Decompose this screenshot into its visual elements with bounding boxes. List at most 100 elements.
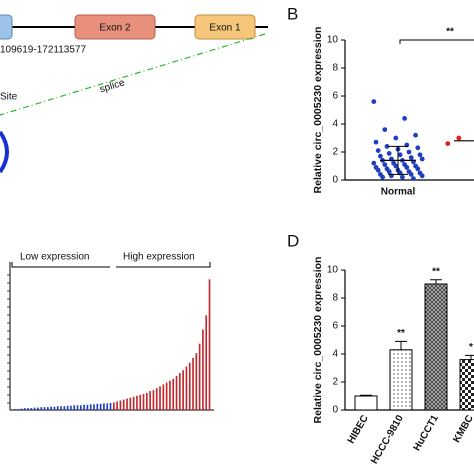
y-tick-label: 0 bbox=[332, 405, 338, 416]
exon-label: Exon 1 bbox=[209, 23, 241, 34]
bar bbox=[83, 404, 85, 410]
bar bbox=[30, 408, 33, 410]
data-point bbox=[402, 116, 407, 121]
bar bbox=[53, 406, 56, 410]
annotation-bracket bbox=[11, 262, 211, 268]
bar bbox=[56, 406, 59, 410]
bar bbox=[139, 394, 142, 410]
bar bbox=[182, 370, 184, 410]
data-point bbox=[456, 135, 462, 141]
bar bbox=[162, 384, 165, 410]
bar bbox=[103, 403, 105, 410]
bar bbox=[152, 390, 155, 410]
bar bbox=[155, 388, 158, 410]
exon-box bbox=[194, 14, 256, 40]
bar bbox=[43, 407, 46, 410]
data-point bbox=[384, 144, 390, 149]
coordinates: 109619-172113577 bbox=[0, 45, 86, 56]
data-point bbox=[380, 174, 385, 180]
data-point bbox=[411, 176, 416, 182]
x-tick-label: HCCC-9810 bbox=[369, 413, 406, 466]
bar bbox=[60, 406, 62, 410]
data-point bbox=[419, 156, 425, 162]
significance: * bbox=[469, 342, 473, 353]
error-bar bbox=[395, 340, 407, 350]
data-point bbox=[445, 141, 451, 147]
exon-box bbox=[74, 14, 156, 40]
data-point bbox=[408, 172, 414, 177]
bar bbox=[73, 405, 76, 410]
circ-arc bbox=[0, 130, 9, 174]
y-tick-label: 2 bbox=[332, 147, 338, 158]
bar bbox=[179, 373, 181, 410]
bar bbox=[126, 398, 128, 410]
bar bbox=[27, 408, 29, 410]
y-tick-label: 4 bbox=[332, 349, 338, 360]
data-point bbox=[375, 167, 381, 173]
y-tick-label: 8 bbox=[332, 63, 338, 74]
y-tick-label: 6 bbox=[332, 91, 338, 102]
x-tick-label: HuCCT1 bbox=[412, 413, 441, 453]
bar bbox=[80, 405, 82, 410]
significance: ** bbox=[432, 266, 440, 277]
bar bbox=[188, 362, 191, 410]
bar bbox=[93, 404, 95, 410]
bar bbox=[116, 401, 118, 410]
bar bbox=[106, 403, 109, 410]
bar bbox=[40, 407, 43, 410]
bar bbox=[202, 329, 204, 410]
bar bbox=[149, 391, 151, 410]
bar bbox=[89, 404, 92, 410]
x-tick-label: Normal bbox=[381, 187, 416, 198]
data-point bbox=[419, 173, 425, 179]
y-tick-label: 10 bbox=[327, 35, 339, 46]
bar bbox=[119, 400, 122, 410]
data-point bbox=[371, 160, 377, 166]
bar bbox=[136, 395, 138, 410]
data-point bbox=[375, 148, 381, 154]
data-point bbox=[415, 166, 421, 172]
y-tick-label: 10 bbox=[327, 265, 339, 276]
error-bar bbox=[360, 394, 372, 396]
sd-bar bbox=[388, 145, 408, 175]
data-point bbox=[386, 169, 392, 175]
bar bbox=[113, 402, 115, 410]
x-tick-label: KMBC bbox=[451, 413, 474, 444]
bar bbox=[122, 399, 125, 410]
bar bbox=[17, 409, 19, 410]
y-axis-label: Relative circ_0005230 expression bbox=[312, 257, 324, 424]
data-point bbox=[378, 153, 383, 159]
bar bbox=[70, 405, 72, 410]
bar bbox=[424, 283, 448, 411]
data-point bbox=[393, 135, 399, 141]
bar bbox=[192, 357, 194, 410]
splice-line bbox=[0, 33, 266, 116]
bar bbox=[129, 397, 132, 410]
data-point bbox=[408, 155, 414, 161]
exon-box bbox=[0, 14, 13, 40]
bar bbox=[459, 359, 474, 411]
bar bbox=[50, 406, 52, 410]
bar bbox=[165, 382, 168, 410]
bar bbox=[132, 396, 135, 410]
y-tick-label: 8 bbox=[332, 293, 338, 304]
error-bar bbox=[430, 279, 442, 284]
bar bbox=[142, 393, 145, 410]
data-point bbox=[371, 99, 377, 104]
data-point bbox=[397, 152, 403, 158]
bar bbox=[172, 378, 175, 410]
data-point bbox=[382, 127, 388, 132]
bar bbox=[389, 349, 413, 411]
bar bbox=[47, 407, 49, 410]
bar bbox=[208, 279, 211, 410]
bar bbox=[76, 405, 79, 410]
bar bbox=[20, 408, 23, 410]
bar bbox=[63, 406, 66, 410]
bar bbox=[195, 353, 198, 410]
bar bbox=[146, 392, 148, 410]
y-axis-label: Relative circ_0005230 expression bbox=[312, 27, 324, 194]
panel-letter: D bbox=[287, 231, 299, 250]
significance: ** bbox=[446, 27, 454, 38]
bar bbox=[169, 380, 171, 410]
